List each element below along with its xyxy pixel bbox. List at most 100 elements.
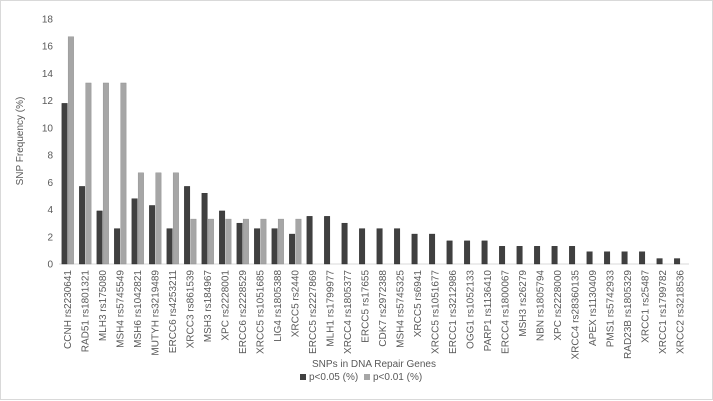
x-axis-ticks: CCNH rs2230641 RAD51 rs1801321 MLH3 rs1750… — [63, 270, 687, 360]
bar-p001 — [120, 82, 127, 265]
bar-p001 — [207, 218, 214, 265]
x-tick-label: MSH3 rs26279 — [518, 270, 529, 337]
x-tick-label: CCNH rs2230641 — [63, 270, 74, 349]
bar-p005 — [569, 246, 576, 265]
y-axis-ticks: 0 2 4 6 8 10 12 14 16 18 — [42, 15, 54, 271]
x-tick-label: CDK7 rs2972388 — [378, 270, 389, 347]
x-tick-label: NBN rs1805794 — [535, 270, 546, 342]
bar-p005 — [149, 205, 156, 265]
bar-p005 — [639, 251, 646, 265]
x-tick-label: APEX rs1130409 — [588, 270, 599, 346]
x-tick-label: XRCC1 rs25487 — [640, 270, 651, 343]
x-tick-label: MSH3 rs184967 — [203, 270, 214, 343]
bar-p005 — [306, 216, 313, 265]
x-tick-label: ERCC5 rs17655 — [360, 270, 371, 343]
bar-p005 — [621, 251, 628, 265]
bar-p005 — [359, 228, 366, 265]
bar-p001 — [242, 218, 249, 265]
x-tick-label: MLH3 rs175080 — [98, 270, 109, 342]
bar-p005 — [411, 233, 418, 265]
bar-p005 — [604, 251, 611, 265]
y-tick-label: 16 — [42, 42, 54, 53]
bar-p005 — [376, 228, 383, 265]
bar-p005 — [429, 233, 436, 265]
bar-p005 — [166, 228, 173, 265]
y-tick-label: 14 — [42, 69, 54, 80]
x-tick-label: MUTYH rs3219489 — [150, 270, 161, 356]
x-tick-label: XRCC4 rs28360135 — [570, 270, 581, 360]
y-axis-title: SNP Frequency (%) — [15, 97, 26, 186]
bar-p005 — [289, 233, 296, 265]
bar-p005 — [96, 210, 103, 265]
bar-p005 — [79, 186, 86, 265]
legend-swatch-p005 — [300, 374, 306, 380]
bar-p005 — [446, 240, 453, 265]
x-tick-label: XPC rs2228001 — [220, 270, 231, 341]
y-tick-label: 4 — [47, 205, 53, 216]
bar-p005 — [61, 103, 68, 265]
x-tick-label: MSH4 rs5745549 — [115, 270, 126, 348]
bar-p001 — [172, 172, 179, 265]
bar-p001 — [260, 218, 267, 265]
bar-p005 — [499, 246, 506, 265]
x-tick-label: XPC rs2228000 — [553, 270, 564, 341]
bar-p005 — [394, 228, 401, 265]
x-tick-label: XRCC3 rs861539 — [185, 270, 196, 349]
x-tick-label: XRCC4 rs1805377 — [343, 270, 354, 354]
x-tick-label: ERCC4 rs1800067 — [500, 270, 511, 354]
bar-p001 — [137, 172, 144, 265]
bar-p005 — [534, 246, 541, 265]
bar-p005 — [656, 258, 663, 265]
x-tick-label: LIG4 rs1805388 — [273, 270, 284, 342]
y-tick-label: 18 — [42, 15, 54, 26]
x-tick-label: MLH1 rs1799977 — [325, 270, 336, 347]
bar-p005 — [254, 228, 261, 265]
bar-p001 — [225, 218, 232, 265]
bar-p001 — [85, 82, 92, 265]
bar-p001 — [190, 218, 197, 265]
y-tick-label: 6 — [47, 178, 53, 189]
x-tick-label: XRCC5 rs6941 — [413, 270, 424, 338]
legend-label-p001: p<0.01 (%) — [373, 372, 422, 383]
y-tick-label: 12 — [42, 96, 54, 107]
bar-p005 — [271, 228, 278, 265]
x-axis-title: SNPs in DNA Repair Genes — [312, 359, 436, 370]
bar-p005 — [201, 193, 208, 265]
bar-p001 — [295, 218, 302, 265]
bar-p005 — [341, 222, 348, 265]
x-tick-label: ERCC5 rs2227869 — [308, 270, 319, 354]
bar-p005 — [481, 240, 488, 265]
x-tick-label: PMS1 rs5742933 — [605, 270, 616, 348]
bar-p005 — [324, 216, 331, 265]
x-tick-label: RAD23B rs1805329 — [623, 270, 634, 359]
x-tick-label: XRCC5 rs1051685 — [255, 270, 266, 354]
x-tick-label: PARP1 rs1136410 — [483, 270, 494, 352]
y-tick-label: 0 — [47, 260, 53, 271]
bar-p005 — [131, 198, 138, 265]
x-tick-label: OGG1 rs1052133 — [465, 270, 476, 349]
x-tick-label: XRCC5 rs1051677 — [430, 270, 441, 354]
legend-label-p005: p<0.05 (%) — [309, 372, 358, 383]
x-tick-label: XRCC2 rs3218536 — [675, 270, 686, 354]
bar-p005 — [586, 251, 593, 265]
legend: p<0.05 (%) p<0.01 (%) — [300, 372, 422, 383]
y-tick-label: 2 — [47, 232, 53, 243]
bar-p005 — [219, 210, 226, 265]
bar-p005 — [674, 258, 681, 265]
bar-p001 — [67, 36, 74, 265]
legend-swatch-p001 — [364, 374, 370, 380]
bar-p001 — [277, 218, 284, 265]
bar-p005 — [114, 228, 121, 265]
x-tick-label: MSH6 rs1042821 — [133, 270, 144, 348]
bars — [61, 36, 681, 265]
bar-p005 — [236, 222, 243, 265]
x-tick-label: ERCC6 rs4253211 — [168, 270, 179, 354]
x-tick-label: RAD51 rs1801321 — [80, 270, 91, 353]
x-tick-label: XRCC5 rs2440 — [290, 270, 301, 338]
bar-p005 — [551, 246, 558, 265]
x-tick-label: ERCC6 rs2228529 — [238, 270, 249, 354]
bar-p001 — [155, 172, 162, 265]
x-tick-label: ERCC1 rs3212986 — [448, 270, 459, 354]
